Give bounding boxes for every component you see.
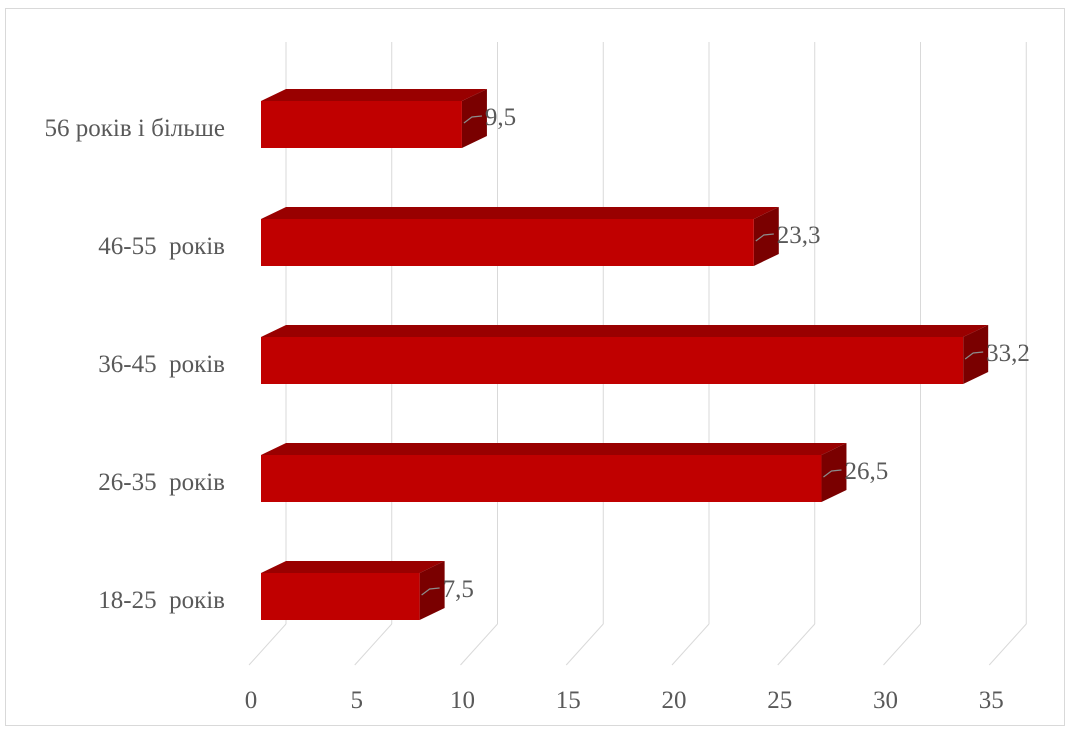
category-label: 46-55 років [98,233,225,260]
x-tick-label: 5 [351,687,364,714]
x-tick-label: 10 [450,687,475,714]
floor-gridline-15 [565,623,604,666]
bar-side-face [821,443,847,502]
bar-side-face [419,561,445,620]
data-label-leader [755,233,774,242]
category-label: 36-45 років [98,351,225,378]
category-label: 18-25 років [98,587,225,614]
bar [261,455,822,502]
category-label: 56 років і більше [45,115,225,142]
bars [261,89,989,620]
bar-top-face [261,89,487,101]
x-tick-label: 15 [556,687,581,714]
category-label: 26-35 років [98,469,225,496]
data-label: 33,2 [986,340,1030,367]
floor-gridline-20 [671,623,710,666]
data-label: 9,5 [485,104,516,131]
data-label-leader [421,587,440,596]
floor-gridline-35 [988,623,1027,666]
floor-gridline-5 [354,623,393,666]
bar [261,101,462,148]
bar [261,573,420,620]
bar-top-face [261,325,989,337]
data-label: 23,3 [777,222,821,249]
x-tick-label: 25 [767,687,792,714]
floor-gridline-10 [460,623,498,666]
data-label: 26,5 [844,458,888,485]
x-tick-label: 20 [662,687,687,714]
data-label-leader [463,115,482,124]
bar [261,337,964,384]
data-label-leader [823,469,842,478]
bar-top-face [261,207,779,219]
bar-top-face [261,443,847,455]
floor-gridline-30 [883,623,921,666]
bar-side-face [963,325,989,384]
x-tick-label: 30 [873,687,898,714]
floor-gridline-25 [777,623,816,666]
data-label: 7,5 [443,576,474,603]
x-tick-label: 0 [245,687,258,714]
bar-side-face [461,89,487,148]
bar-top-face [261,561,445,573]
data-label-leader [964,351,984,360]
floor-gridline-0 [248,623,287,666]
bar [261,219,754,266]
bar-side-face [753,207,779,266]
labels: 0 5 10 15 20 25 30 35 56 років і більше 9,5 46-55 … [45,104,1030,714]
x-tick-label: 35 [979,687,1004,714]
